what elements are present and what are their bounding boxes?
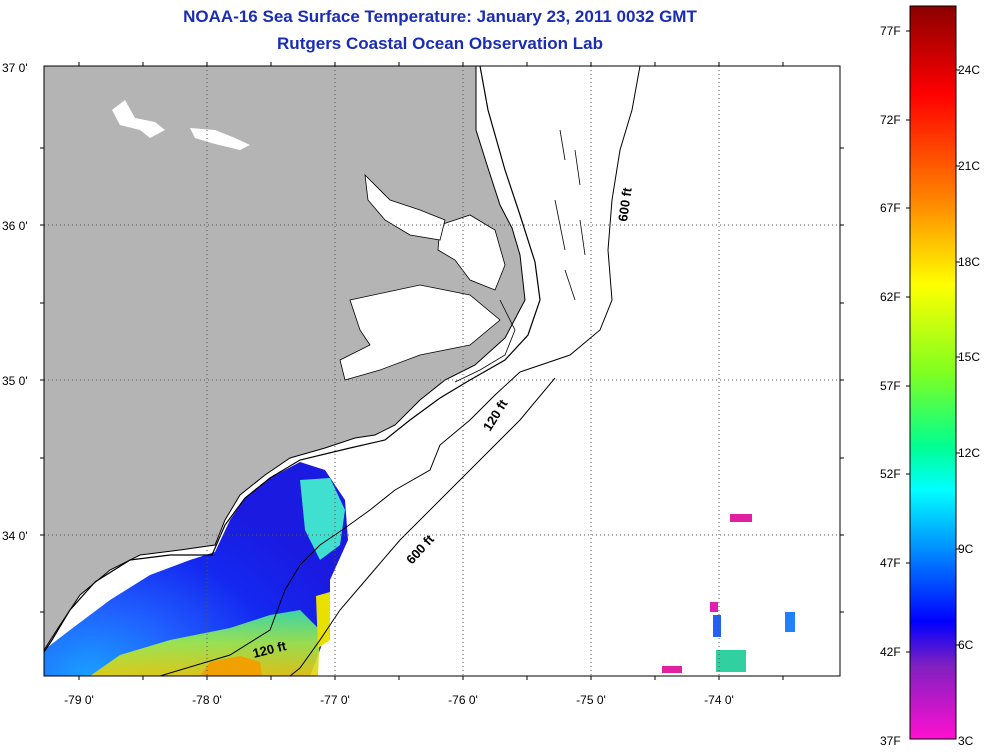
map-frame <box>43 65 841 677</box>
map-subtitle: Rutgers Coastal Ocean Observation Lab <box>277 34 603 53</box>
sst-patch-4 <box>716 650 746 672</box>
colorbar-c-label: 18C <box>958 255 981 269</box>
sst-patch-1 <box>730 514 752 522</box>
colorbar-c-label: 24C <box>958 63 981 77</box>
lon-label-76: -76 0' <box>448 693 478 707</box>
contour-600ft-south <box>289 377 556 676</box>
sst-patch-5 <box>785 612 795 632</box>
sst-yellow-patch <box>316 592 330 648</box>
sst-warm-region <box>90 610 320 676</box>
sound-area-3 <box>364 173 446 241</box>
inland-water-2 <box>190 128 250 150</box>
lat-label-34: 34 0' <box>2 529 28 543</box>
colorbar-f-label: 57F <box>880 379 901 393</box>
colorbar-f-label: 72F <box>880 113 901 127</box>
colorbar-f-label: 37F <box>880 734 901 748</box>
colorbar-c-label: 3C <box>958 734 974 748</box>
sound-area-2 <box>339 284 501 381</box>
contour-600ft-north <box>519 66 641 373</box>
colorbar-c-label: 21C <box>958 159 981 173</box>
contour-120ft <box>159 371 521 676</box>
colorbar-gradient <box>909 5 957 740</box>
colorbar-f-label: 62F <box>880 290 901 304</box>
barrier-island <box>44 66 541 653</box>
lat-label-35: 35 0' <box>2 374 28 388</box>
colorbar-f-label: 42F <box>880 645 901 659</box>
contour-inner <box>454 299 516 383</box>
sst-patch-2 <box>710 602 718 612</box>
colorbar-f-label: 77F <box>880 24 901 38</box>
sst-patch-3 <box>713 615 721 637</box>
map-ticks <box>40 62 844 680</box>
grid-lines <box>44 66 840 676</box>
colorbar <box>906 5 960 740</box>
lon-label-79: -79 0' <box>64 693 94 707</box>
colorbar-c-label: 15C <box>958 350 981 364</box>
inland-water-1 <box>112 100 165 138</box>
sst-patch-6 <box>662 666 682 673</box>
lon-label-78: -78 0' <box>192 693 222 707</box>
lon-label-75: -75 0' <box>576 693 606 707</box>
contour-label-600ft-north: 600 ft <box>615 186 635 222</box>
colorbar-f-label: 47F <box>880 556 901 570</box>
colorbar-f-label: 67F <box>880 201 901 215</box>
sound-area-1 <box>437 214 506 291</box>
colorbar-c-label: 12C <box>958 446 981 460</box>
lon-label-74: -74 0' <box>704 693 734 707</box>
colorbar-c-label: 9C <box>958 542 974 556</box>
colorbar-f-label: 52F <box>880 467 901 481</box>
sst-warm-core <box>200 656 262 676</box>
colorbar-ticks <box>906 30 960 653</box>
lat-label-36: 36 0' <box>2 219 28 233</box>
map-title: NOAA-16 Sea Surface Temperature: January… <box>183 7 697 26</box>
colorbar-c-label: 6C <box>958 638 974 652</box>
lat-label-37: 37 0' <box>2 61 28 75</box>
sst-cyan-patch <box>300 478 345 560</box>
lon-label-77: -77 0' <box>320 693 350 707</box>
